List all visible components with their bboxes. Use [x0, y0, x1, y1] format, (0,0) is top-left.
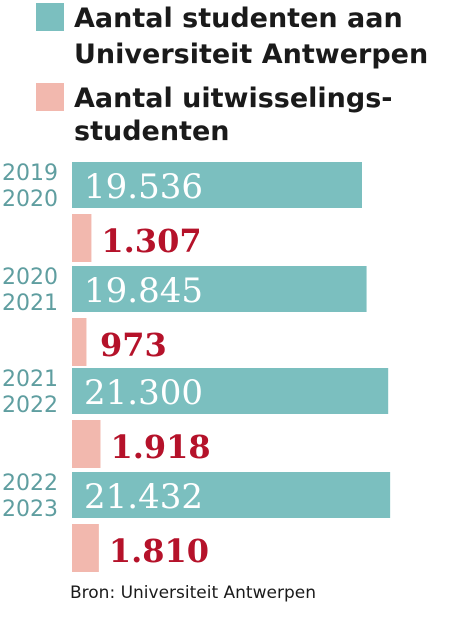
value-label-uitwisseling-1: 973	[100, 326, 167, 364]
value-label-uitwisseling-0: 1.307	[101, 222, 201, 260]
bar-studenten-2	[72, 368, 389, 414]
category-label-3-start: 2022	[2, 471, 58, 496]
bar-uitwisseling-0	[72, 214, 92, 262]
legend-label-0-0: Aantal studenten aan	[74, 3, 403, 34]
value-label-studenten-1: 19.845	[84, 271, 203, 311]
bar-studenten-3	[72, 472, 391, 518]
bar-uitwisseling-1	[72, 318, 87, 366]
value-label-studenten-0: 19.536	[84, 167, 203, 207]
value-label-uitwisseling-3: 1.810	[109, 532, 209, 570]
legend-swatch-1	[36, 83, 64, 111]
category-label-1-start: 2020	[2, 265, 58, 290]
value-label-studenten-2: 21.300	[84, 373, 203, 413]
category-label-0-start: 2019	[2, 161, 58, 186]
value-label-studenten-3: 21.432	[84, 477, 203, 517]
bar-studenten-0	[72, 162, 362, 208]
legend-swatch-0	[36, 3, 64, 31]
bar-uitwisseling-2	[72, 420, 101, 468]
source-note: Bron: Universiteit Antwerpen	[70, 583, 316, 603]
legend: Aantal studenten aan Universiteit Antwerp…	[36, 3, 428, 147]
category-label-2-end: 2022	[2, 393, 58, 418]
legend-label-0-1: Universiteit Antwerpen	[74, 39, 428, 70]
category-label-0-end: 2020	[2, 187, 58, 212]
bar-studenten-1	[72, 266, 367, 312]
legend-label-1-0: Aantal uitwisselings-	[74, 83, 393, 114]
category-label-1-end: 2021	[2, 291, 58, 316]
value-label-uitwisseling-2: 1.918	[110, 428, 210, 466]
category-label-3-end: 2023	[2, 497, 58, 522]
legend-label-1-1: studenten	[74, 116, 230, 147]
category-label-2-start: 2021	[2, 367, 58, 392]
bar-uitwisseling-3	[72, 524, 99, 572]
